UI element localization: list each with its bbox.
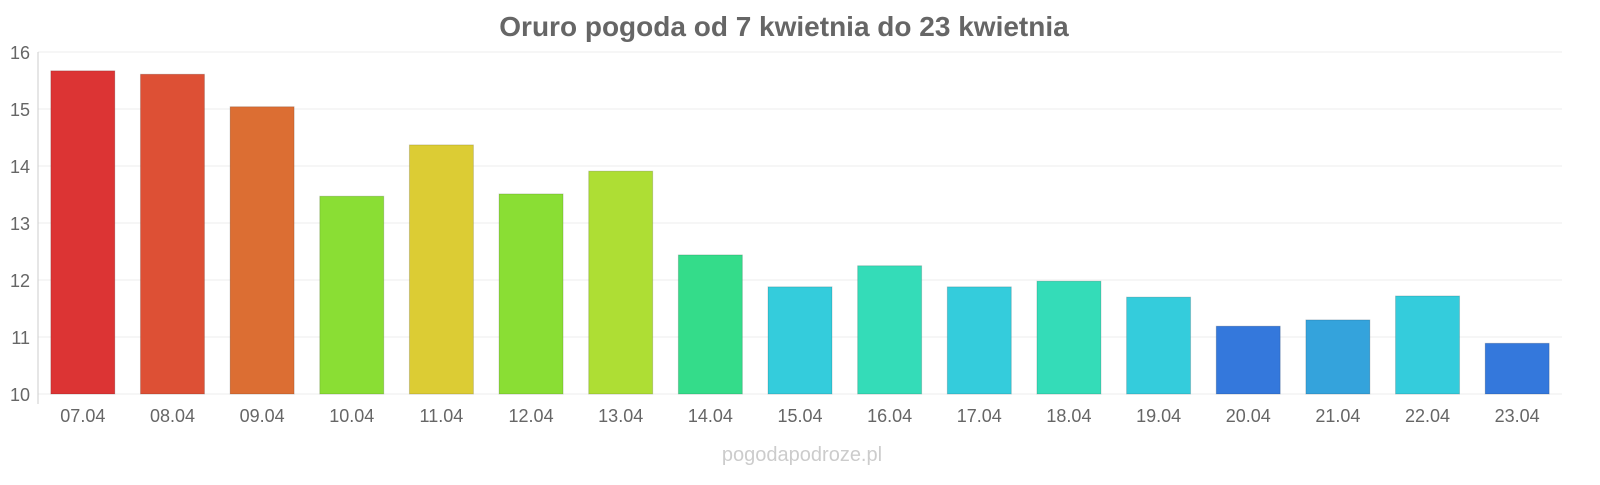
x-tick-label: 07.04 xyxy=(60,406,105,426)
y-tick-label: 14 xyxy=(10,157,30,177)
x-tick-label: 11.04 xyxy=(420,406,464,426)
chart-title: Oruro pogoda od 7 kwietnia do 23 kwietni… xyxy=(499,11,1069,42)
bar-09.04 xyxy=(229,106,295,395)
bar-10.04 xyxy=(319,195,385,395)
x-tick-label: 20.04 xyxy=(1226,406,1271,426)
x-tick-label: 16.04 xyxy=(867,406,912,426)
x-tick-label: 21.04 xyxy=(1315,406,1360,426)
bar-22.04 xyxy=(1395,295,1461,395)
y-tick-label: 15 xyxy=(10,100,30,120)
y-tick-label: 10 xyxy=(10,385,30,405)
bar-16.04 xyxy=(857,265,923,395)
x-tick-label: 23.04 xyxy=(1495,406,1540,426)
x-tick-label: 10.04 xyxy=(329,406,374,426)
y-axis: 10 11 12 13 14 15 16 xyxy=(10,43,30,405)
x-tick-label: 19.04 xyxy=(1136,406,1181,426)
bar-14.04 xyxy=(677,254,743,395)
bar-08.04 xyxy=(139,73,205,395)
bar-13.04 xyxy=(588,170,654,395)
x-tick-label: 14.04 xyxy=(688,406,733,426)
x-tick-label: 08.04 xyxy=(150,406,195,426)
bar-07.04 xyxy=(50,70,116,395)
bar-18.04 xyxy=(1036,280,1102,395)
bar-15.04 xyxy=(767,286,833,395)
bar-12.04 xyxy=(498,193,564,395)
x-tick-label: 13.04 xyxy=(598,406,643,426)
x-tick-label: 17.04 xyxy=(957,406,1002,426)
bar-19.04 xyxy=(1126,296,1192,395)
bar-21.04 xyxy=(1305,319,1371,395)
x-tick-label: 12.04 xyxy=(509,406,554,426)
y-tick-label: 13 xyxy=(10,214,30,234)
x-tick-label: 22.04 xyxy=(1405,406,1450,426)
bar-23.04 xyxy=(1484,342,1550,395)
x-axis: 07.04 08.04 09.04 10.04 11.04 12.04 13.04 14.04… xyxy=(60,406,1539,426)
y-tick-label: 12 xyxy=(10,271,30,291)
x-tick-label: 18.04 xyxy=(1046,406,1091,426)
y-tick-label: 11 xyxy=(11,328,30,348)
bar-11.04 xyxy=(408,144,474,395)
bar-20.04 xyxy=(1215,325,1281,395)
watermark: pogodapodroze.pl xyxy=(722,444,882,466)
bar-17.04 xyxy=(946,286,1012,395)
bars xyxy=(50,70,1550,395)
y-tick-label: 16 xyxy=(10,43,30,63)
x-tick-label: 09.04 xyxy=(240,406,285,426)
x-tick-label: 15.04 xyxy=(777,406,822,426)
